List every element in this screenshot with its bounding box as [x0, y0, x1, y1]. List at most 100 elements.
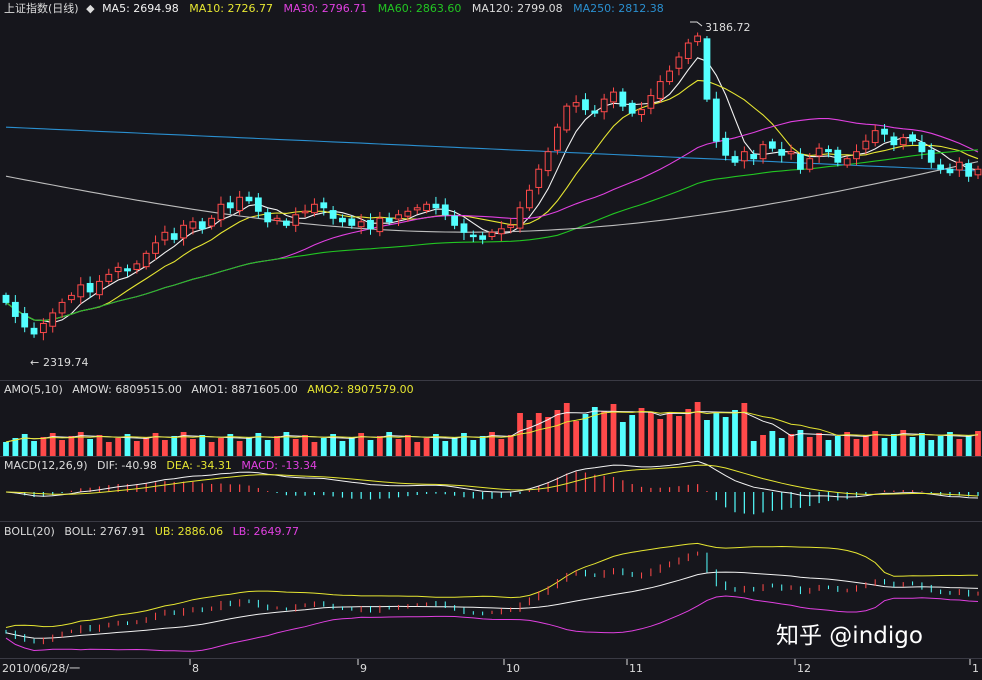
amo-bar — [601, 411, 608, 456]
candle-body — [871, 130, 879, 144]
amo2-line — [5, 410, 979, 443]
candle-body — [768, 141, 776, 149]
candle-body — [311, 203, 318, 214]
candle-body — [862, 140, 870, 150]
candle-body — [694, 35, 702, 43]
candle-body — [142, 252, 150, 268]
amo-bar — [395, 439, 402, 456]
candle-body — [217, 203, 225, 221]
candle-body — [591, 110, 599, 114]
amo-bar — [190, 439, 196, 456]
candle — [610, 87, 617, 109]
candle-body — [563, 105, 571, 131]
amo-bar — [49, 433, 56, 456]
candle — [890, 132, 898, 151]
candle — [638, 101, 645, 122]
candle-body — [189, 221, 197, 229]
amo-bar — [180, 432, 187, 456]
amo-bar — [750, 441, 757, 456]
amo-bar — [59, 440, 65, 456]
amo-bar — [545, 417, 551, 456]
boll-lower-line — [5, 595, 979, 652]
candle-body — [740, 151, 748, 162]
candle — [180, 220, 187, 246]
x-tick-1: 1 — [972, 662, 979, 675]
candle — [965, 159, 973, 182]
candle — [376, 211, 384, 237]
boll-mid: BOLL: 2767.91 — [64, 525, 145, 538]
amo-bar — [3, 442, 9, 456]
candle-body — [124, 268, 131, 272]
amo-bar — [778, 438, 785, 456]
candle-body — [133, 263, 141, 270]
amo-bar — [227, 434, 234, 456]
candle — [619, 88, 627, 112]
watermark: 知乎 @indigo — [776, 623, 923, 649]
candle-body — [572, 102, 580, 107]
candle — [39, 318, 47, 341]
candle-body — [21, 313, 29, 328]
candle — [423, 201, 430, 214]
candle — [236, 190, 244, 216]
candle-body — [86, 282, 94, 293]
candle — [404, 207, 412, 222]
candle — [722, 131, 730, 161]
candle-body — [610, 91, 617, 103]
candle-body — [927, 149, 935, 163]
candle — [479, 231, 487, 245]
candle-body — [432, 203, 440, 209]
candle — [264, 208, 272, 228]
x-tick-11: 11 — [629, 662, 643, 675]
amo-bar — [862, 435, 869, 456]
amo-bar — [947, 432, 953, 456]
amo-bar — [741, 403, 748, 456]
legend-ma5: MA5: 2694.98 — [102, 2, 179, 15]
amo-bar — [358, 433, 365, 456]
boll-lb: LB: 2649.77 — [233, 525, 299, 538]
candle — [339, 214, 346, 227]
low-arrow-icon: ← — [30, 356, 39, 369]
candle-body — [955, 161, 963, 171]
amo-bar — [554, 410, 561, 456]
amo-bar — [704, 420, 710, 456]
boll-ub: UB: 2886.06 — [155, 525, 223, 538]
candle-body — [413, 207, 421, 211]
candle — [787, 144, 795, 160]
candle — [320, 197, 328, 216]
candle-body — [180, 224, 187, 239]
candle — [871, 124, 879, 147]
x-tick-9: 9 — [360, 662, 367, 675]
candle-body — [759, 144, 767, 160]
amo-bar — [732, 410, 738, 456]
amo-bar — [264, 440, 271, 456]
amo-bar — [87, 439, 94, 456]
candlesticks — [2, 32, 982, 341]
moving-average-lines — [5, 57, 979, 324]
candle — [142, 250, 150, 270]
amo-bar — [133, 441, 140, 456]
amo-bar — [498, 439, 505, 456]
candle-body — [170, 233, 178, 240]
amo-bar — [330, 434, 337, 456]
x-axis-start-label: 2010/06/28/一 — [2, 662, 80, 675]
amo-bar — [451, 437, 458, 456]
candle — [385, 212, 393, 225]
candle-body — [890, 136, 898, 146]
legend-ma120: MA120: 2799.08 — [472, 2, 563, 15]
candle-body — [628, 102, 636, 114]
macd-histogram — [14, 471, 979, 515]
candle-body — [974, 168, 982, 176]
candle — [825, 145, 832, 158]
legend-ma60: MA60: 2863.60 — [378, 2, 462, 15]
macd-dea-line — [5, 464, 979, 497]
amo-bar — [442, 441, 449, 456]
candle — [582, 93, 589, 115]
candle — [927, 143, 935, 169]
amo-bar — [844, 432, 851, 456]
candle-body — [647, 95, 655, 109]
candle — [544, 147, 552, 177]
candle — [591, 105, 599, 117]
macd-value: MACD: -13.34 — [241, 459, 317, 472]
amo-bar — [68, 436, 75, 456]
